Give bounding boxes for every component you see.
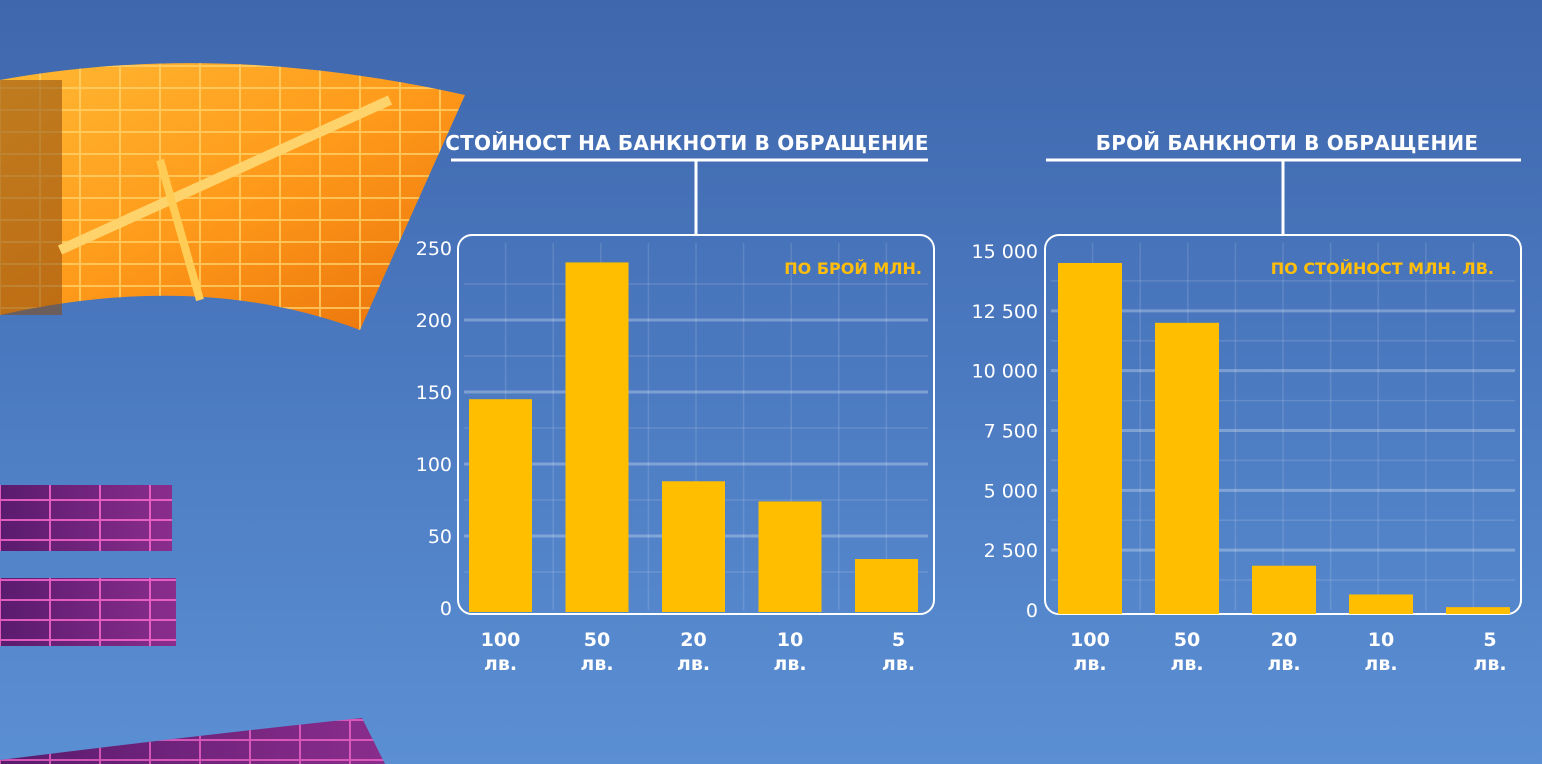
y-tick-label: 0 — [1026, 600, 1038, 622]
x-tick-unit: лв. — [1473, 653, 1506, 675]
x-tick-unit: лв. — [484, 653, 517, 675]
x-tick-unit: лв. — [773, 653, 806, 675]
x-tick-unit: лв. — [882, 653, 915, 675]
chart-annotation: ПО БРОЙ МЛН. — [784, 259, 922, 278]
x-tick-label: 10 — [777, 629, 803, 651]
y-tick-label: 200 — [416, 310, 452, 332]
y-tick-label: 250 — [416, 238, 452, 260]
x-tick-label: 5 — [892, 629, 905, 651]
y-tick-label: 12 500 — [972, 301, 1038, 323]
chart-2-title: БРОЙ БАНКНОТИ В ОБРАЩЕНИЕ — [1095, 131, 1479, 155]
bar-50 — [1155, 322, 1219, 614]
y-tick-label: 5 000 — [984, 480, 1038, 502]
x-tick-unit: лв. — [677, 653, 710, 675]
y-tick-label: 2 500 — [984, 540, 1038, 562]
x-tick-label: 100 — [1070, 629, 1110, 651]
y-tick-label: 150 — [416, 382, 452, 404]
bar-10 — [1349, 594, 1413, 614]
chart-annotation: ПО СТОЙНОСТ МЛН. ЛВ. — [1271, 259, 1494, 278]
chart-1-title: СТОЙНОСТ НА БАНКНОТИ В ОБРАЩЕНИЕ — [445, 131, 929, 155]
x-tick-unit: лв. — [1267, 653, 1300, 675]
chart-frame — [457, 234, 935, 615]
bar-50 — [565, 262, 629, 612]
bar-100 — [1058, 262, 1122, 614]
bar-10 — [758, 501, 822, 612]
bar-5 — [855, 559, 918, 612]
x-tick-label: 10 — [1368, 629, 1394, 651]
x-tick-label: 20 — [1271, 629, 1297, 651]
bar-20 — [1252, 565, 1316, 614]
y-tick-label: 100 — [416, 454, 452, 476]
y-tick-label: 0 — [440, 598, 452, 620]
y-tick-label: 10 000 — [972, 361, 1038, 383]
bar-20 — [662, 481, 725, 612]
x-tick-unit: лв. — [580, 653, 613, 675]
bar-100 — [469, 399, 532, 612]
y-tick-label: 7 500 — [984, 421, 1038, 443]
y-tick-label: 50 — [428, 526, 452, 548]
x-tick-unit: лв. — [1364, 653, 1397, 675]
x-tick-label: 100 — [481, 629, 521, 651]
x-tick-unit: лв. — [1170, 653, 1203, 675]
x-tick-unit: лв. — [1073, 653, 1106, 675]
bar-5 — [1446, 607, 1510, 614]
x-tick-label: 50 — [1174, 629, 1200, 651]
x-tick-label: 20 — [680, 629, 706, 651]
y-tick-label: 15 000 — [972, 241, 1038, 263]
x-tick-label: 5 — [1483, 629, 1496, 651]
x-tick-label: 50 — [584, 629, 610, 651]
